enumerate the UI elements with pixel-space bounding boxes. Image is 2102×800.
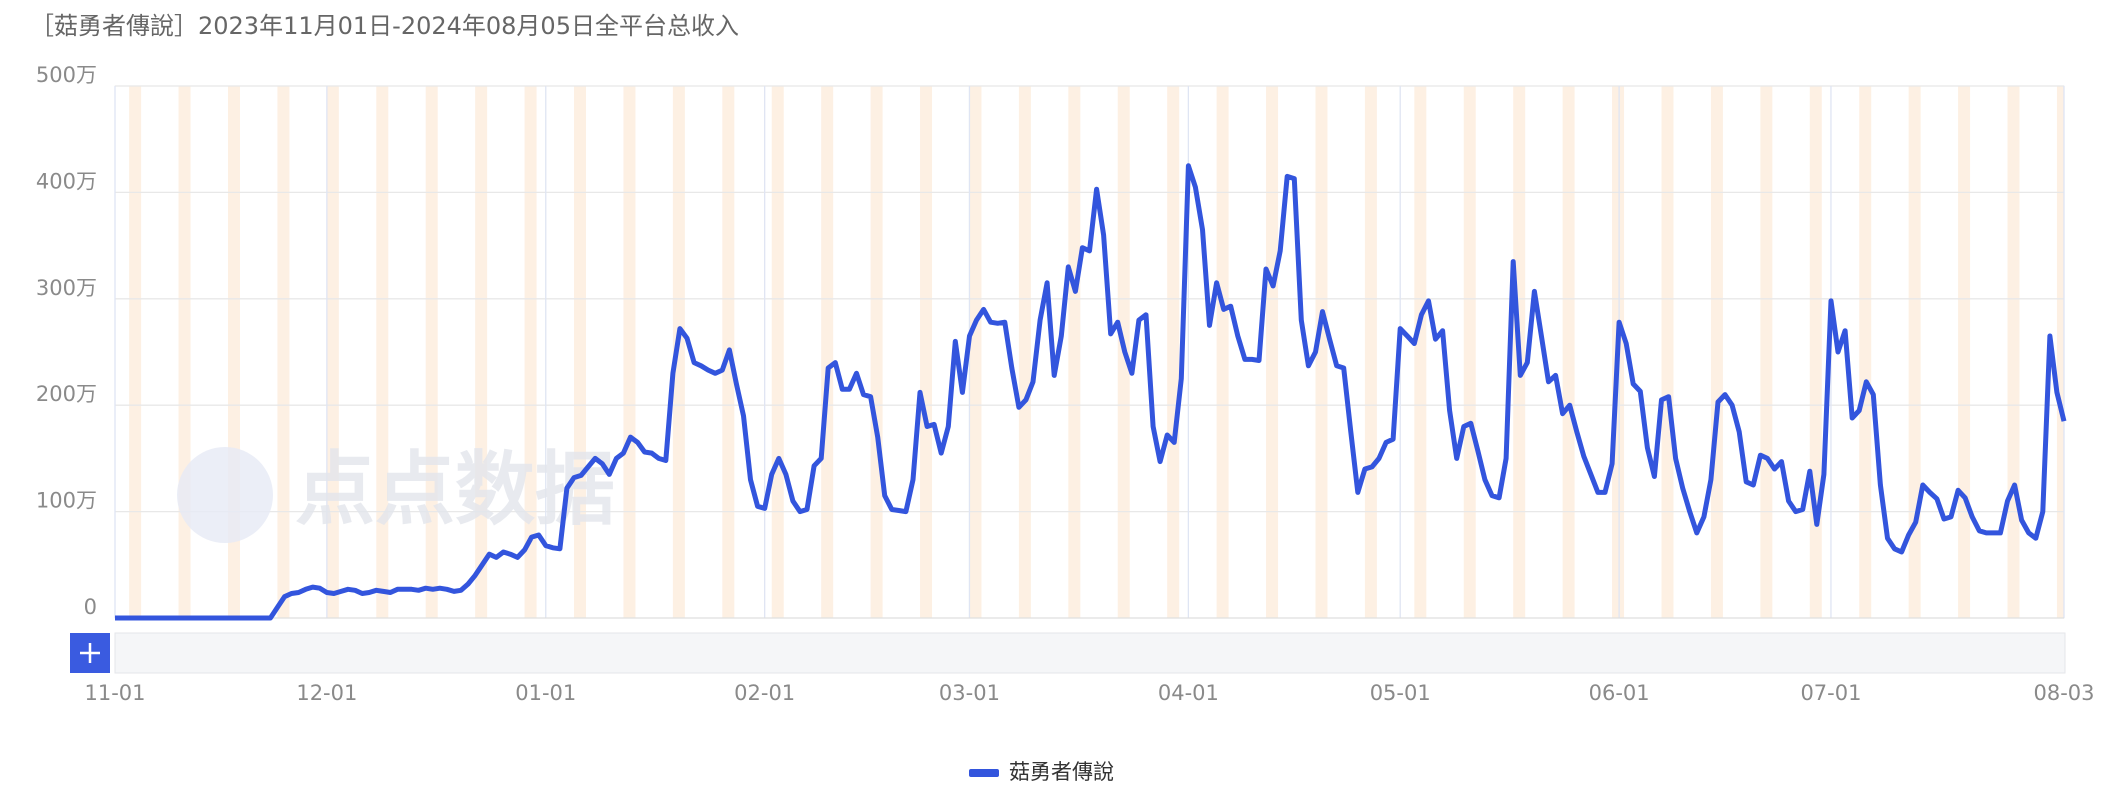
y-tick-label: 400万	[36, 169, 97, 193]
weekend-band	[425, 86, 438, 618]
weekend-band	[277, 86, 290, 618]
legend-swatch	[969, 769, 999, 777]
weekend-band	[920, 86, 933, 618]
weekend-band	[524, 86, 537, 618]
weekend-band	[1809, 86, 1822, 618]
y-tick-label: 0	[84, 595, 97, 619]
weekend-band	[771, 86, 784, 618]
weekend-band	[1068, 86, 1081, 618]
weekend-band	[1018, 86, 1031, 618]
x-tick-label: 11-01	[84, 681, 145, 705]
x-tick-label: 08-03	[2033, 681, 2094, 705]
x-tick-label: 02-01	[734, 681, 795, 705]
weekend-band	[1315, 86, 1328, 618]
weekend-band	[1414, 86, 1427, 618]
y-tick-label: 300万	[36, 276, 97, 300]
weekend-band	[821, 86, 834, 618]
watermark-logo	[177, 447, 273, 543]
weekend-band	[1364, 86, 1377, 618]
weekend-band	[1661, 86, 1674, 618]
weekend-band	[672, 86, 685, 618]
weekend-band	[574, 86, 587, 618]
weekend-band	[376, 86, 389, 618]
weekend-band	[1710, 86, 1723, 618]
x-tick-label: 03-01	[939, 681, 1000, 705]
weekend-band	[129, 86, 142, 618]
x-tick-label: 06-01	[1589, 681, 1650, 705]
y-tick-label: 100万	[36, 489, 97, 513]
weekend-bands	[129, 86, 2064, 618]
weekend-band	[178, 86, 191, 618]
grid	[114, 85, 2065, 619]
weekend-band	[1216, 86, 1229, 618]
weekend-band	[1266, 86, 1279, 618]
weekend-band	[870, 86, 883, 618]
weekend-band	[1908, 86, 1921, 618]
y-tick-label: 200万	[36, 382, 97, 406]
weekend-band	[1562, 86, 1575, 618]
plot	[115, 163, 2067, 621]
weekend-band	[623, 86, 636, 618]
x-tick-label: 12-01	[296, 681, 357, 705]
weekend-band	[2056, 86, 2064, 618]
x-tick-label: 04-01	[1158, 681, 1219, 705]
series-line	[115, 163, 2067, 621]
x-tick-label: 05-01	[1370, 681, 1431, 705]
x-tick-label: 07-01	[1800, 681, 1861, 705]
zoom-plus-icon	[80, 643, 100, 663]
chart-title: ［菇勇者傳說］2023年11月01日-2024年08月05日全平台总收入	[30, 12, 739, 40]
y-tick-label: 500万	[36, 63, 97, 87]
weekend-band	[969, 86, 982, 618]
weekend-band	[475, 86, 488, 618]
weekend-band	[1859, 86, 1872, 618]
weekend-band	[1958, 86, 1971, 618]
zoom-slider[interactable]	[114, 632, 2066, 674]
weekend-band	[1463, 86, 1476, 618]
weekend-band	[1167, 86, 1180, 618]
weekend-band	[326, 86, 339, 618]
legend-label: 菇勇者傳說	[1009, 760, 1114, 784]
x-tick-label: 01-01	[515, 681, 576, 705]
weekend-band	[1760, 86, 1773, 618]
weekend-band	[2007, 86, 2020, 618]
